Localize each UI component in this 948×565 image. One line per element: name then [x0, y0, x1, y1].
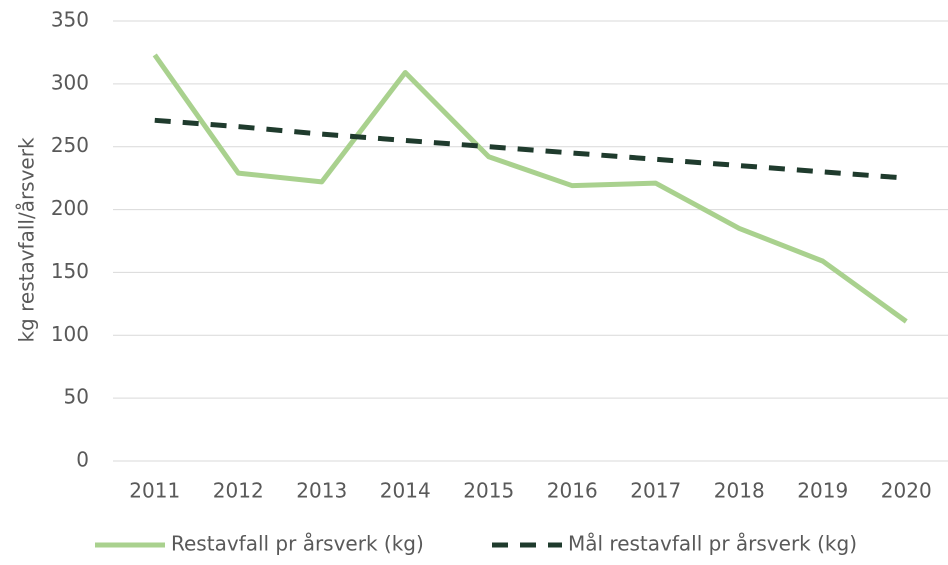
legend-label: Restavfall pr årsverk (kg)	[171, 532, 424, 556]
y-tick-label: 0	[76, 448, 89, 472]
x-tick-label: 2014	[380, 479, 431, 503]
x-tick-label: 2016	[547, 479, 598, 503]
y-tick-label: 50	[64, 385, 89, 409]
line-series	[152, 53, 908, 324]
y-tick-label: 300	[51, 70, 89, 94]
x-tick-label: 2017	[630, 479, 681, 503]
y-tick-label: 200	[51, 196, 89, 220]
legend-label: Mål restavfall pr årsverk (kg)	[568, 532, 857, 556]
y-tick-label: 350	[51, 8, 89, 32]
x-tick-label: 2020	[881, 479, 932, 503]
x-tick-label: 2015	[463, 479, 514, 503]
y-tick-label: 150	[51, 259, 89, 283]
x-tick-label: 2012	[213, 479, 264, 503]
y-axis-label: kg restavfall/årsverk	[15, 137, 39, 342]
x-tick-label: 2019	[797, 479, 848, 503]
y-tick-label: 250	[51, 133, 89, 157]
line-series	[154, 117, 907, 181]
x-tick-label: 2013	[296, 479, 347, 503]
x-tick-label: 2018	[714, 479, 765, 503]
x-tick-label: 2011	[129, 479, 180, 503]
y-tick-label: 100	[51, 322, 89, 346]
